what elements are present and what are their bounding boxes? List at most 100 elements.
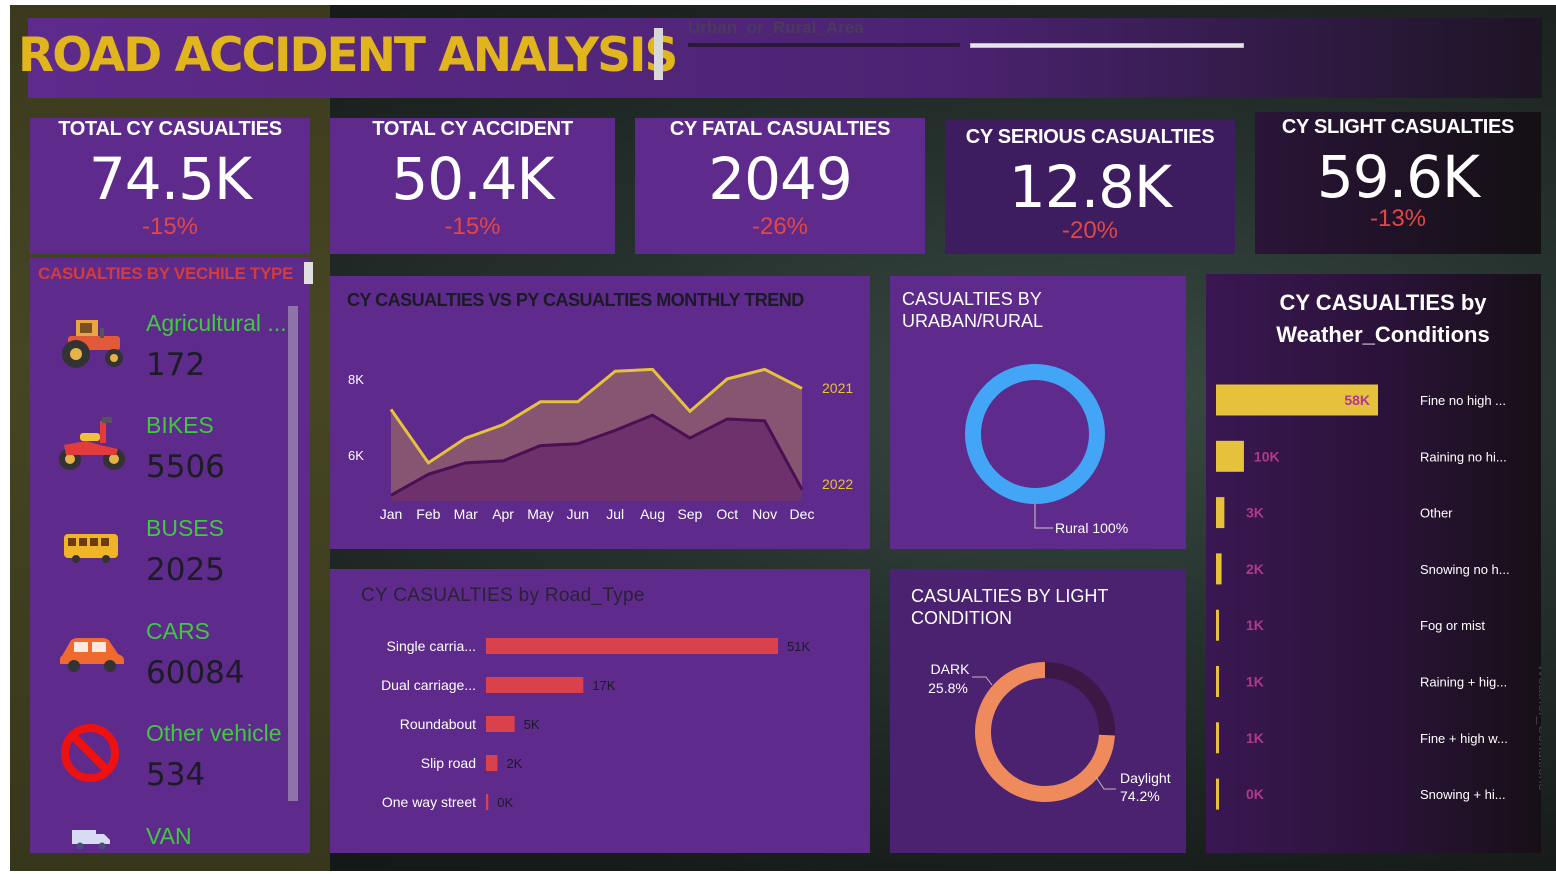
monthly-trend-title: CY CASUALTIES VS PY CASUALTIES MONTHLY T… — [347, 290, 804, 310]
slicer-label: Urban_or_Rural_Area — [688, 18, 864, 37]
vehicle-value: 2025 — [146, 552, 225, 588]
axis-label: Weather_Conditions — [1536, 664, 1541, 791]
slice-label: 25.8% — [928, 680, 968, 696]
page-title: ROAD ACCIDENT ANALYSIS — [18, 28, 678, 83]
donut-slice-daylight — [975, 662, 1115, 802]
category-label: Snowing no h... — [1420, 562, 1510, 577]
tractor-icon — [62, 320, 123, 368]
category-label: Single carria... — [387, 638, 476, 654]
kpi-title: CY FATAL CASUALTIES — [669, 118, 891, 140]
series-line-2021 — [389, 367, 803, 465]
title-bar: ROAD ACCIDENT ANALYSIS — [18, 18, 1542, 98]
vehicle-type-title: CASUALTIES BY VECHILE TYPE — [38, 264, 294, 283]
light-condition-donut: DARK 25.8% Daylight 74.2% — [928, 661, 1171, 804]
x-tick-label: Jul — [606, 506, 624, 522]
vehicle-name: BUSES — [146, 515, 224, 541]
data-label: 0K — [497, 795, 513, 810]
x-tick-label: May — [527, 506, 553, 522]
category-label: One way street — [382, 794, 476, 810]
bar — [486, 677, 584, 693]
kpi-change: -26% — [751, 213, 809, 240]
data-label: 2K — [506, 756, 522, 771]
bar — [1216, 666, 1219, 697]
bar — [1216, 497, 1225, 529]
leader-line — [1095, 776, 1116, 790]
kpi-title: TOTAL CY CASUALTIES — [58, 118, 282, 140]
data-label: 5K — [524, 717, 540, 732]
bar — [1216, 778, 1219, 810]
slice-label: 74.2% — [1120, 788, 1160, 804]
category-label: Fine no high ... — [1420, 393, 1506, 408]
kpi-title: CY SLIGHT CASUALTIES — [1281, 116, 1515, 138]
slice-name: Daylight — [1120, 770, 1171, 786]
light-condition-panel — [890, 569, 1186, 853]
category-label: Raining + hig... — [1420, 675, 1507, 690]
vehicle-value: 60084 — [146, 655, 245, 691]
vehicle-name: BIKES — [146, 412, 214, 438]
kpi-card-total-accident: TOTAL CY ACCIDENT 50.4K -15% — [330, 118, 615, 254]
x-tick-label: Oct — [716, 506, 738, 522]
bar — [486, 638, 778, 654]
bus-icon — [64, 534, 118, 563]
y-tick-label: 8K — [348, 372, 364, 387]
slicer-track[interactable] — [688, 43, 960, 47]
kpi-card-total-casualties: TOTAL CY CASUALTIES 74.5K -15% — [30, 118, 310, 254]
bar — [486, 716, 515, 732]
kpi-change: -13% — [1369, 205, 1427, 232]
road-type-panel — [330, 569, 870, 853]
series-label: 2022 — [822, 476, 853, 492]
data-label: 1K — [1246, 617, 1264, 633]
vehicle-panel-handle[interactable] — [304, 262, 313, 284]
leader-line — [1034, 504, 1053, 529]
bar — [1216, 722, 1219, 754]
x-tick-label: Sep — [677, 506, 702, 522]
vehicle-name: CARS — [146, 618, 210, 644]
data-label: 3K — [1246, 505, 1264, 521]
bar — [1216, 609, 1219, 641]
weather-bar-chart: 58K Fine no high ... 10K Raining no hi... 3K… — [1216, 384, 1541, 810]
slice-name: DARK — [931, 661, 971, 677]
road-type-title: CY CASUALTIES by Road_Type — [361, 585, 645, 606]
kpi-value: 50.4K — [391, 145, 554, 213]
kpi-value: 59.6K — [1316, 143, 1480, 211]
road-type-bar-chart: Single carria... 51K Dual carriage... 17K Ro… — [381, 638, 810, 810]
data-label: 51K — [787, 639, 810, 654]
vehicle-value: 5506 — [146, 449, 225, 485]
kpi-title: CY SERIOUS CASUALTIES — [965, 126, 1215, 148]
category-label: Fine + high w... — [1420, 731, 1508, 746]
x-tick-label: Apr — [492, 506, 514, 522]
x-tick-label: Dec — [790, 506, 815, 522]
y-tick-label: 6K — [348, 448, 364, 463]
category-label: Snowing + hi... — [1420, 787, 1506, 802]
vehicle-name: VAN — [146, 823, 192, 849]
x-tick-label: Feb — [416, 506, 440, 522]
bar — [1216, 553, 1222, 585]
leader-line — [972, 676, 993, 686]
urban-rural-title: CASUALTIES BY URABAN/RURAL — [902, 289, 1044, 331]
vehicle-list-scrollbar[interactable] — [288, 306, 298, 801]
donut-slice-dark — [1044, 662, 1115, 736]
x-tick-label: Nov — [752, 506, 777, 522]
light-condition-title: CASUALTIES BY LIGHT CONDITION — [911, 586, 1109, 628]
vehicle-value: 534 — [146, 757, 206, 793]
urban-rural-donut: Rural 100% — [965, 364, 1128, 536]
x-tick-label: Jan — [380, 506, 403, 522]
kpi-value: 12.8K — [1008, 153, 1172, 221]
category-label: Raining no hi... — [1420, 449, 1507, 464]
x-tick-label: Jun — [567, 506, 590, 522]
vehicle-name: Agricultural ... — [146, 310, 287, 336]
series-area-2022 — [391, 415, 802, 501]
data-label: 58K — [1344, 392, 1370, 408]
slice-label: Rural 100% — [1055, 520, 1128, 536]
x-tick-label: Mar — [454, 506, 478, 522]
bar — [486, 755, 498, 771]
van-icon — [72, 830, 110, 850]
kpi-card-fatal-casualties: CY FATAL CASUALTIES 2049 -26% — [635, 118, 925, 254]
slicer-input[interactable] — [970, 43, 1244, 48]
series-label: 2021 — [822, 380, 853, 396]
x-tick-label: Aug — [640, 506, 665, 522]
bar — [1216, 384, 1378, 416]
title-cursor — [654, 28, 663, 80]
category-label: Dual carriage... — [381, 677, 476, 693]
donut-slice-rural — [965, 364, 1105, 504]
